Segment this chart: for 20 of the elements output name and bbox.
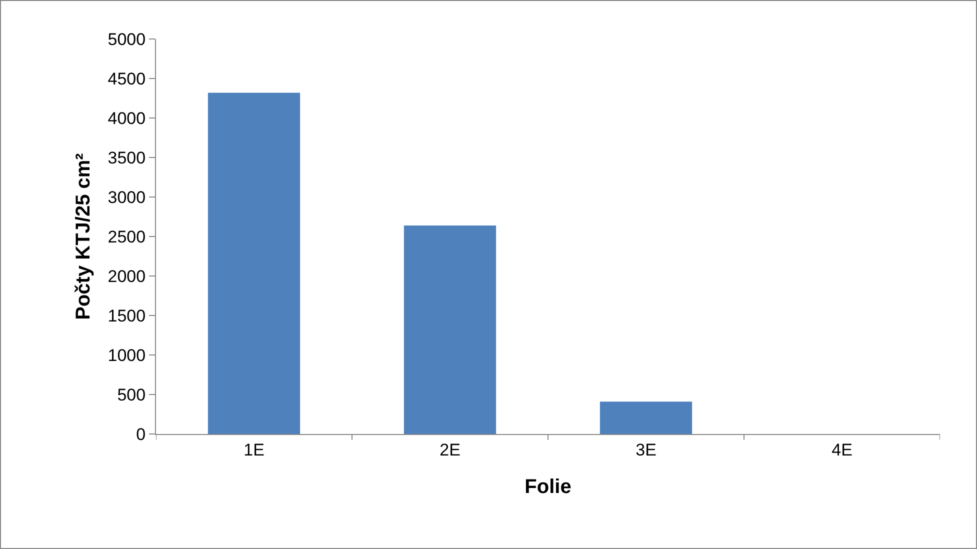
x-tick-label: 2E (440, 440, 460, 460)
x-axis-title: Folie (524, 476, 572, 498)
y-tick-label: 1000 (108, 346, 146, 365)
x-tick-label: 1E (244, 440, 264, 460)
y-tick-label: 1500 (108, 306, 146, 326)
bar (404, 225, 496, 434)
y-tick-label: 0 (136, 424, 146, 444)
y-tick-label: 3500 (108, 148, 146, 168)
y-tick-label: 4500 (108, 69, 146, 88)
x-tick-label: 3E (636, 440, 656, 460)
y-tick-label: 4000 (108, 108, 146, 128)
y-tick-label: 2500 (108, 227, 146, 246)
y-tick-label: 5000 (108, 30, 146, 49)
y-tick-label: 500 (117, 385, 146, 404)
y-axis-title: Počty KTJ/25 cm² (72, 152, 94, 320)
y-tick-label: 3000 (108, 188, 146, 207)
x-tick-label: 4E (832, 440, 852, 460)
bar (600, 402, 692, 434)
bar (208, 92, 300, 434)
y-tick-label: 2000 (108, 266, 146, 286)
